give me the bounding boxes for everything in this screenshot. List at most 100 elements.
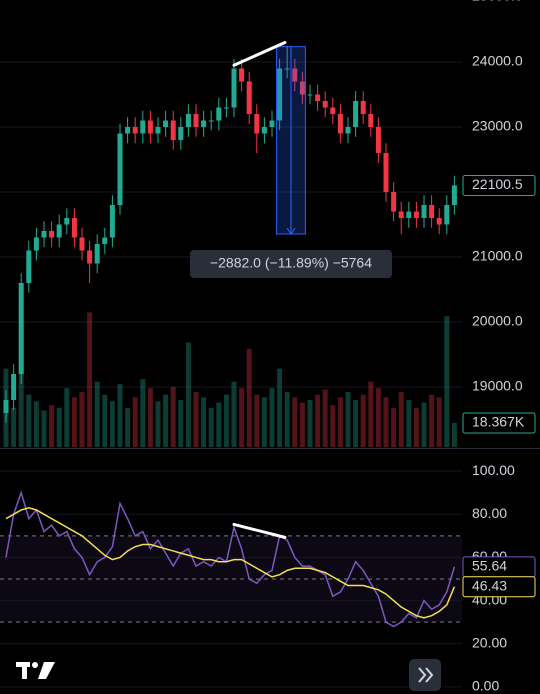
trendline: [232, 41, 287, 67]
candle-body: [163, 120, 169, 128]
volume-bar: [208, 407, 214, 447]
candle-body: [322, 101, 328, 108]
volume-bar: [451, 422, 457, 447]
candle-body: [421, 205, 427, 219]
volume-bar: [261, 397, 267, 447]
y-tick-label: 23000.0: [472, 118, 523, 134]
measure-label: −2882.0 (−11.89%) −5764: [210, 255, 372, 271]
candle-body: [429, 205, 435, 219]
volume-bar: [315, 394, 321, 447]
candle-body: [375, 127, 381, 154]
volume-bar: [79, 392, 85, 447]
price-tag: [462, 576, 536, 598]
candle-body: [33, 237, 39, 251]
volume-bar: [368, 381, 374, 447]
candle-body: [109, 205, 115, 238]
volume-bar: [147, 388, 153, 447]
volume-tag: [462, 412, 536, 434]
candle-body: [178, 127, 184, 141]
candle-body: [94, 244, 100, 264]
logo: [16, 662, 55, 679]
volume-bar: [170, 386, 176, 447]
volume-bar: [71, 397, 77, 447]
price-tag-label: 46.43: [472, 577, 507, 593]
candle-body: [231, 68, 237, 108]
volume-bar: [193, 392, 199, 447]
volume-bar: [345, 392, 351, 447]
candle-body: [223, 107, 229, 109]
price-tag-label: 55.64: [472, 558, 507, 574]
volume-bar: [11, 407, 17, 447]
candle-body: [353, 101, 359, 128]
volume-bar: [26, 394, 32, 447]
candle-body: [11, 374, 17, 401]
candle-body: [315, 94, 321, 102]
volume-bar: [132, 397, 138, 447]
volume-bar: [87, 312, 93, 447]
candle-body: [216, 107, 222, 121]
candle-body: [41, 231, 47, 238]
y-tick-label: 0.00: [472, 678, 499, 694]
candle-body: [201, 120, 207, 128]
candle-body: [391, 192, 397, 212]
volume-bar: [140, 379, 146, 447]
candle-body: [185, 114, 191, 128]
price-tag: [462, 174, 536, 196]
candle-body: [170, 120, 176, 141]
price-tag-label: 22100.5: [472, 176, 523, 192]
volume-bar: [223, 394, 229, 447]
candle-body: [132, 127, 138, 134]
candle-body: [284, 68, 290, 70]
candle-body: [71, 218, 77, 238]
candle-body: [18, 283, 24, 375]
volume-bar: [41, 410, 47, 447]
volume-tag-label: 18.367K: [472, 414, 525, 430]
volume-bar: [18, 322, 24, 447]
volume-bar: [125, 407, 131, 447]
volume-bar: [284, 392, 290, 447]
volume-bar: [239, 388, 245, 447]
volume-bar: [353, 399, 359, 447]
volume-bar: [330, 405, 336, 447]
y-tick-label: 24000.0: [472, 53, 523, 69]
volume-bar: [155, 401, 161, 447]
candle-body: [261, 127, 267, 134]
volume-bar: [413, 407, 419, 447]
volume-bar: [391, 407, 397, 447]
volume-bar: [444, 316, 450, 447]
volume-bar: [322, 389, 328, 447]
candle-body: [26, 250, 32, 284]
candle-body: [155, 127, 161, 134]
volume-bar: [299, 402, 305, 447]
scroll-button[interactable]: [409, 659, 441, 691]
candle-body: [277, 68, 283, 121]
volume-bar: [375, 388, 381, 447]
volume-bar: [406, 399, 412, 447]
candle-body: [360, 101, 366, 115]
candle-body: [330, 107, 336, 115]
candle-body: [269, 120, 275, 128]
y-tick-label: 100.00: [472, 462, 515, 478]
y-tick-label: 19000.0: [472, 378, 523, 394]
candle-body: [307, 94, 313, 96]
y-tick-label: 25000.0: [472, 0, 523, 4]
volume-bar: [33, 401, 39, 447]
volume-bar: [307, 399, 313, 447]
candle-body: [102, 237, 108, 245]
candle-body: [292, 68, 298, 82]
candle-body: [451, 185, 457, 206]
volume-bar: [246, 348, 252, 447]
candle-body: [64, 218, 70, 225]
candle-body: [368, 114, 374, 128]
candle-body: [208, 120, 214, 122]
volume-bar: [421, 402, 427, 447]
candle-body: [246, 81, 252, 115]
candle-body: [383, 153, 389, 193]
candle-body: [398, 211, 404, 219]
volume-bar: [231, 381, 237, 447]
volume-bar: [360, 394, 366, 447]
